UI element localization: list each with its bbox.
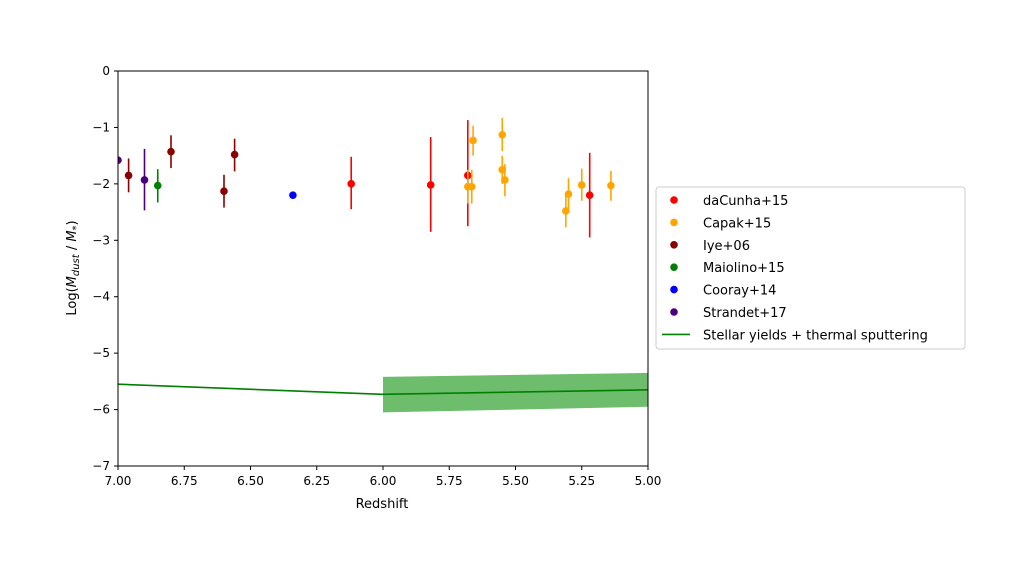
x-tick-label: 5.75 xyxy=(436,474,463,488)
data-point xyxy=(577,181,586,189)
legend-label: Maiolino+15 xyxy=(703,261,785,276)
x-tick-label: 6.25 xyxy=(303,474,330,488)
data-point xyxy=(469,136,477,145)
data-point xyxy=(124,171,133,180)
x-tick-label: 5.25 xyxy=(568,474,595,488)
data-point xyxy=(118,156,122,164)
legend: daCunha+15 Capak+15 Iye+06 Maiolino+15 Coora… xyxy=(655,186,966,350)
data-point xyxy=(220,187,228,195)
data-point xyxy=(167,147,175,156)
data-point xyxy=(347,180,356,188)
data-point xyxy=(607,181,615,190)
y-tick-label: −7 xyxy=(92,459,110,473)
legend-marker xyxy=(670,285,678,294)
y-tick-label: −4 xyxy=(92,290,110,304)
legend-label: daCunha+15 xyxy=(703,194,788,209)
data-point xyxy=(153,181,162,190)
legend-label: Cooray+14 xyxy=(703,284,776,299)
data-point xyxy=(426,181,435,189)
legend-marker xyxy=(670,263,678,272)
y-tick-label: −3 xyxy=(92,233,110,247)
x-tick-label: 6.50 xyxy=(237,474,264,488)
data-point xyxy=(230,150,239,159)
y-tick-label: −6 xyxy=(92,403,110,417)
x-axis-label: Redshift xyxy=(356,497,409,512)
y-tick-label: −5 xyxy=(92,346,110,360)
data-point xyxy=(289,191,297,199)
y-tick-label: 0 xyxy=(102,64,110,78)
legend-marker xyxy=(670,308,678,316)
legend-label: Iye+06 xyxy=(703,239,750,254)
x-tick-label: 6.75 xyxy=(171,474,198,488)
legend-marker xyxy=(670,196,678,204)
model-line xyxy=(118,383,648,396)
data-point xyxy=(140,176,149,184)
y-tick-label: −1 xyxy=(92,120,110,134)
y-axis-label: Log(Mdust / M*) xyxy=(65,220,82,315)
data-point xyxy=(585,191,594,199)
x-tick-label: 5.50 xyxy=(502,474,529,488)
y-tick-label: −2 xyxy=(92,177,110,191)
data-point xyxy=(498,130,507,139)
legend-marker xyxy=(670,241,678,249)
data-point xyxy=(467,182,476,191)
legend-label: Strandet+17 xyxy=(703,306,787,321)
x-tick-label: 7.00 xyxy=(105,474,132,488)
x-tick-label: 6.00 xyxy=(370,474,397,488)
data-point xyxy=(501,176,509,184)
legend-label: Stellar yields + thermal sputtering xyxy=(703,328,928,343)
data-point xyxy=(564,190,573,198)
plot-area xyxy=(118,117,648,413)
legend-label: Capak+15 xyxy=(703,216,771,231)
x-tick-label: 5.00 xyxy=(635,474,662,488)
legend-box xyxy=(655,186,966,350)
axes: 7.00 6.75 6.50 6.25 6.00 5.75 5.50 5.25 5.00 0 −1 −… xyxy=(92,64,661,488)
legend-marker xyxy=(670,218,678,227)
